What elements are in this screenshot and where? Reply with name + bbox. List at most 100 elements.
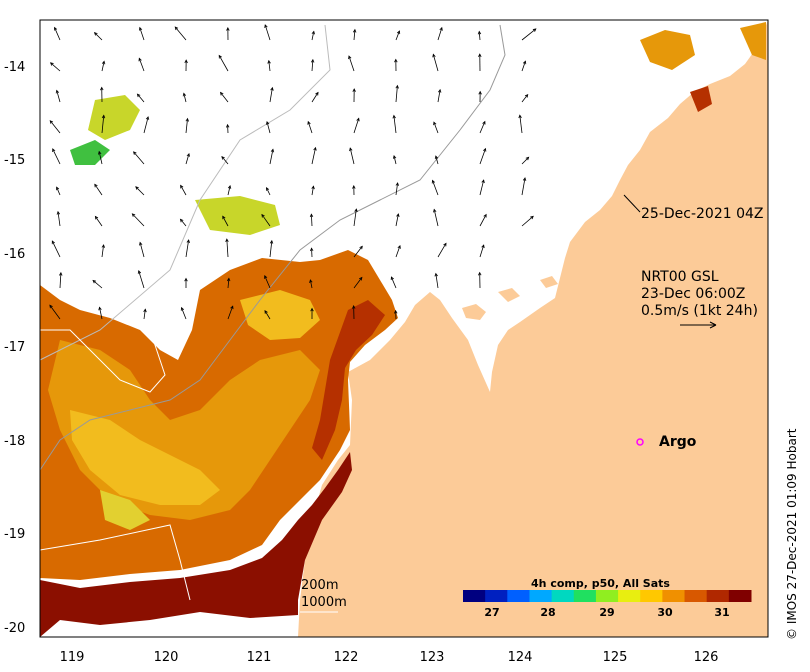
current-vector	[353, 118, 360, 134]
current-vector	[227, 185, 231, 196]
current-vector-head	[94, 183, 98, 188]
current-vector	[218, 55, 229, 72]
current-vector-head	[434, 272, 438, 277]
current-vector	[521, 177, 526, 196]
current-vector	[174, 26, 187, 41]
current-vector	[521, 61, 526, 72]
current-vector-head	[143, 308, 147, 313]
lat-tick: -17	[4, 340, 26, 355]
current-vector	[95, 216, 103, 227]
current-vector	[135, 186, 145, 196]
current-vector-head	[270, 86, 274, 91]
current-vector-head	[395, 182, 399, 186]
current-vector-head	[94, 215, 99, 220]
current-vector	[519, 115, 523, 134]
current-vector-head	[53, 26, 58, 31]
current-vector-head	[524, 93, 529, 98]
argo-label: Argo	[659, 434, 697, 450]
current-vector-head	[477, 30, 482, 35]
current-vector-head	[59, 271, 63, 276]
current-vector-head	[481, 244, 485, 249]
current-vector-head	[221, 155, 225, 160]
current-vector	[433, 122, 439, 134]
current-vector	[264, 24, 271, 41]
sst-green-patch	[88, 95, 140, 140]
current-vector-head	[264, 275, 268, 279]
colorbar-tick: 29	[599, 606, 615, 619]
current-vector-head	[49, 304, 53, 309]
current-vector	[310, 214, 313, 227]
current-vector-head	[185, 117, 189, 122]
island	[462, 304, 486, 320]
current-vector	[353, 277, 363, 289]
sst-green-patch	[690, 86, 712, 112]
current-vector-head	[311, 185, 315, 190]
current-vector-head	[225, 238, 229, 243]
current-vector	[180, 185, 187, 196]
current-vector-head	[390, 276, 394, 281]
current-vector-head	[182, 92, 187, 97]
current-vector	[221, 156, 229, 165]
current-vector-head	[55, 89, 60, 94]
map-frame	[39, 19, 769, 638]
current-vector-head	[349, 147, 353, 152]
current-vector-head	[267, 59, 271, 64]
current-vector-head	[433, 121, 437, 126]
current-vector-head	[434, 155, 439, 160]
current-vector	[143, 116, 149, 134]
current-vector	[266, 187, 271, 196]
lon-tick: 123	[419, 650, 445, 665]
current-vector-head	[518, 114, 522, 119]
current-vector-head	[354, 208, 358, 213]
sst-green-patch	[640, 30, 695, 70]
current-vector	[432, 180, 439, 196]
current-vector-head	[93, 32, 98, 36]
current-vector	[393, 155, 397, 165]
lat-tick: -20	[4, 621, 26, 636]
current-vector-head	[439, 26, 443, 31]
current-vector-head	[310, 58, 315, 63]
current-vector	[101, 115, 105, 134]
current-vector	[56, 187, 61, 196]
current-vector-head	[261, 213, 265, 218]
current-vector	[311, 147, 316, 165]
current-vector-head	[222, 215, 226, 220]
current-vector	[51, 240, 61, 258]
current-vector	[435, 273, 439, 289]
current-vector	[269, 87, 273, 103]
colorbar-swatch	[573, 590, 597, 602]
current-vector	[349, 148, 355, 165]
colorbar-swatch	[706, 590, 730, 602]
current-vector	[264, 310, 271, 320]
lon-tick: 122	[333, 650, 359, 665]
contour-1000m	[39, 24, 331, 361]
current-vector-head	[264, 24, 268, 28]
current-vectors	[49, 24, 537, 320]
current-vector-head	[395, 84, 399, 89]
current-vector-head	[525, 156, 530, 161]
current-vector	[132, 213, 145, 227]
model-time-label: 23-Dec 06:00Z	[641, 286, 746, 302]
current-vector-head	[530, 215, 534, 220]
current-vector	[56, 90, 61, 103]
current-vector-head	[225, 123, 230, 128]
current-vector	[101, 244, 105, 258]
current-vector-head	[219, 91, 224, 96]
colorbar-swatch	[640, 590, 663, 602]
current-vector	[435, 155, 439, 165]
current-vector	[222, 216, 229, 227]
current-vector-head	[101, 114, 106, 119]
current-vector	[94, 184, 103, 196]
colorbar-swatch	[485, 590, 508, 602]
current-vector	[433, 209, 439, 227]
lat-tick: -14	[4, 60, 26, 75]
colorbar-title: 4h comp, p50, All Sats	[531, 577, 670, 590]
current-vector	[353, 246, 363, 258]
current-vector-head	[56, 186, 60, 191]
current-vector	[101, 61, 105, 72]
current-vector	[521, 94, 529, 103]
current-vector	[54, 27, 61, 41]
current-vector	[311, 92, 319, 103]
current-vector-head	[397, 244, 401, 249]
current-vector	[479, 245, 485, 258]
